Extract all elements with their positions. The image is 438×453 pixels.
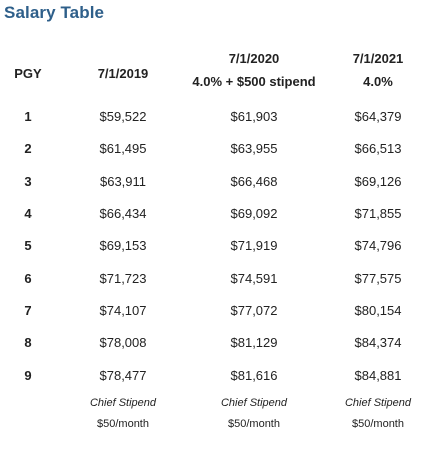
- salary-2019-cell: $78,477: [99, 367, 147, 383]
- table-row: 8 $78,008 $81,129 $84,374: [0, 327, 438, 359]
- pgy-cell: 1: [24, 109, 32, 125]
- salary-2020-cell: $81,616: [230, 367, 278, 383]
- table-row: 4 $66,434 $69,092 $71,855: [0, 198, 438, 230]
- chief-stipend-amount-row: $50/month $50/month $50/month: [0, 414, 438, 434]
- salary-2020-cell: $69,092: [230, 206, 278, 222]
- salary-2019-cell: $59,522: [99, 109, 147, 125]
- table-row: 1 $59,522 $61,903 $64,379: [0, 101, 438, 133]
- stipend-pgy-empty: [0, 414, 56, 434]
- salary-2019-cell: $74,107: [99, 302, 147, 318]
- header-pgy: PGY: [14, 66, 42, 81]
- header-2019: 7/1/2019: [56, 51, 190, 101]
- salary-2020-cell: $63,955: [230, 141, 278, 157]
- table-row: 2 $61,495 $63,955 $66,513: [0, 133, 438, 165]
- chief-stipend-label: Chief Stipend: [344, 396, 412, 409]
- header-2020-date: 7/1/2020: [228, 51, 280, 66]
- salary-2020-cell: $66,468: [230, 173, 278, 189]
- header-2020: 7/1/2020 4.0% + $500 stipend: [190, 51, 318, 101]
- header-2021: 7/1/2021 4.0%: [318, 51, 438, 101]
- salary-2021-cell: $69,126: [354, 173, 402, 189]
- header-2020-note: 4.0% + $500 stipend: [192, 74, 316, 89]
- page-title: Salary Table: [4, 3, 105, 22]
- table-row: 3 $63,911 $66,468 $69,126: [0, 166, 438, 198]
- table-row: 7 $74,107 $77,072 $80,154: [0, 295, 438, 327]
- salary-2019-cell: $63,911: [99, 173, 147, 189]
- salary-2020-cell: $77,072: [230, 302, 278, 318]
- table-header-row: PGY 7/1/2019 7/1/2020 4.0% + $500 stipen…: [0, 51, 438, 101]
- salary-2019-cell: $71,723: [99, 270, 147, 286]
- salary-table: PGY 7/1/2019 7/1/2020 4.0% + $500 stipen…: [0, 51, 438, 434]
- pgy-cell: 7: [24, 302, 32, 318]
- header-2019-date: 7/1/2019: [97, 66, 149, 81]
- salary-2020-cell: $81,129: [230, 335, 278, 351]
- salary-2020-cell: $74,591: [230, 270, 278, 286]
- salary-2021-cell: $77,575: [354, 270, 402, 286]
- salary-2019-cell: $78,008: [99, 335, 147, 351]
- salary-2020-cell: $71,919: [230, 238, 278, 254]
- header-2021-note: 4.0%: [363, 74, 393, 89]
- salary-2019-cell: $69,153: [99, 238, 147, 254]
- stipend-pgy-empty: [0, 392, 56, 414]
- salary-2019-cell: $61,495: [99, 141, 147, 157]
- salary-2021-cell: $71,855: [354, 206, 402, 222]
- salary-2021-cell: $84,374: [354, 335, 402, 351]
- salary-2019-cell: $66,434: [99, 206, 147, 222]
- pgy-cell: 2: [24, 141, 32, 157]
- chief-stipend-label: Chief Stipend: [220, 396, 288, 409]
- table-row: 6 $71,723 $74,591 $77,575: [0, 262, 438, 294]
- pgy-cell: 4: [24, 206, 32, 222]
- salary-2020-cell: $61,903: [230, 109, 278, 125]
- chief-stipend-label-row: Chief Stipend Chief Stipend Chief Stipen…: [0, 392, 438, 414]
- salary-2021-cell: $80,154: [354, 302, 402, 318]
- chief-stipend-amount: $50/month: [352, 417, 404, 430]
- pgy-cell: 8: [24, 335, 32, 351]
- header-2021-date: 7/1/2021: [352, 51, 404, 66]
- salary-2021-cell: $84,881: [354, 367, 402, 383]
- pgy-cell: 5: [24, 238, 32, 254]
- chief-stipend-label: Chief Stipend: [89, 396, 157, 409]
- pgy-cell: 3: [24, 173, 32, 189]
- pgy-cell: 9: [24, 367, 32, 383]
- pgy-cell: 6: [24, 270, 32, 286]
- salary-2021-cell: $74,796: [354, 238, 402, 254]
- salary-2021-cell: $66,513: [354, 141, 402, 157]
- table-row: 5 $69,153 $71,919 $74,796: [0, 230, 438, 262]
- chief-stipend-amount: $50/month: [97, 417, 149, 430]
- salary-2021-cell: $64,379: [354, 109, 402, 125]
- table-row: 9 $78,477 $81,616 $84,881: [0, 359, 438, 391]
- chief-stipend-amount: $50/month: [228, 417, 280, 430]
